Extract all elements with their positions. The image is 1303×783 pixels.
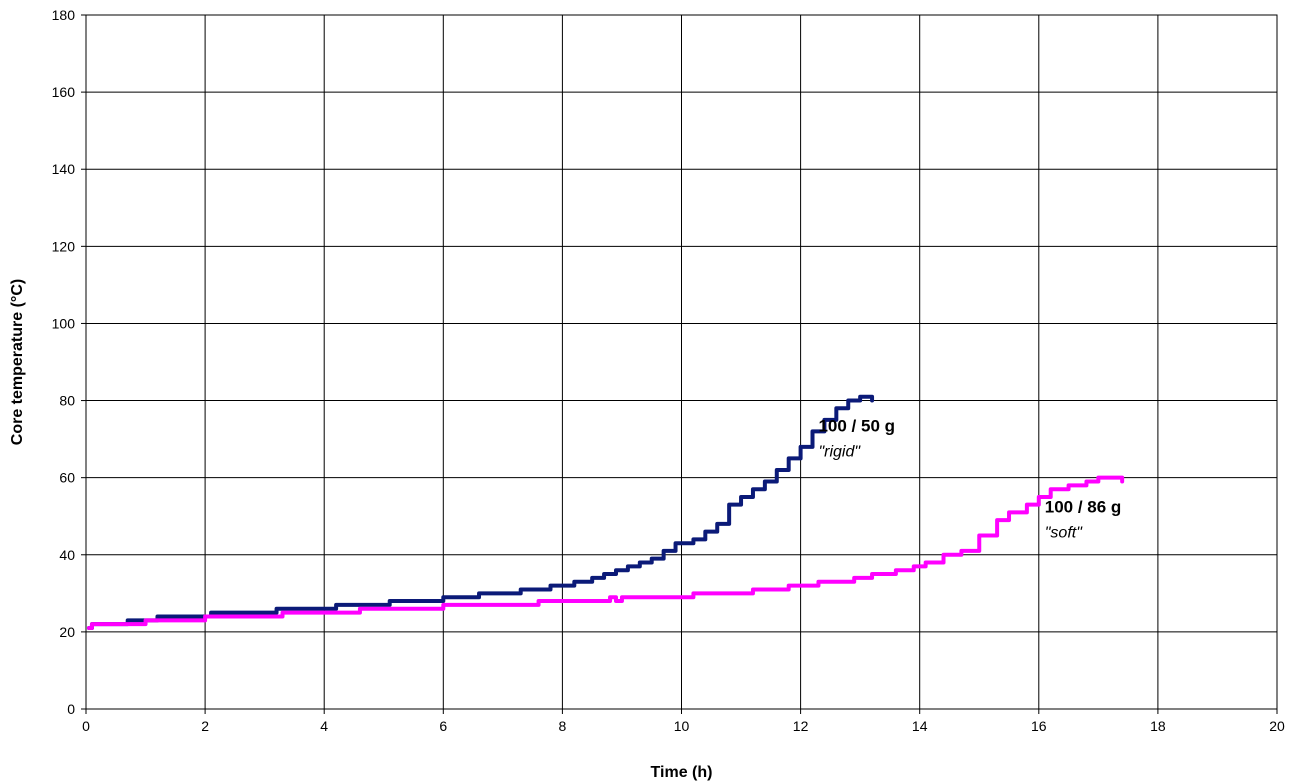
y-tick-label: 40 <box>59 547 75 563</box>
y-tick-label: 60 <box>59 470 75 486</box>
annotation-soft-mass: 100 / 86 g <box>1045 497 1122 516</box>
x-tick-label: 0 <box>82 718 90 734</box>
y-tick-label: 140 <box>52 161 76 177</box>
y-axis-label: Core temperature (°C) <box>9 279 26 445</box>
y-tick-label: 160 <box>52 84 76 100</box>
series-line-soft <box>86 475 1125 631</box>
x-tick-label: 16 <box>1031 718 1047 734</box>
y-tick-label: 100 <box>52 315 76 331</box>
y-tick-label: 180 <box>52 7 76 23</box>
x-tick-label: 10 <box>674 718 690 734</box>
x-axis-label: Time (h) <box>651 764 713 781</box>
x-tick-label: 2 <box>201 718 209 734</box>
y-tick-label: 0 <box>67 701 75 717</box>
x-tick-label: 4 <box>320 718 328 734</box>
x-tick-label: 8 <box>559 718 567 734</box>
series-line-rigid <box>86 394 875 631</box>
x-tick-label: 12 <box>793 718 809 734</box>
x-tick-label: 18 <box>1150 718 1166 734</box>
series-layer <box>86 394 1125 631</box>
x-tick-label: 20 <box>1269 718 1285 734</box>
x-tick-label: 6 <box>439 718 447 734</box>
y-tick-label: 80 <box>59 393 75 409</box>
annotation-soft-label: "soft" <box>1045 524 1083 541</box>
y-tick-label: 120 <box>52 238 76 254</box>
annotation-rigid-label: "rigid" <box>818 443 861 460</box>
x-axis-ticks: 0 2 4 6 8 10 12 14 16 18 20 <box>82 709 1285 734</box>
x-tick-label: 14 <box>912 718 928 734</box>
annotation-rigid-mass: 100 / 50 g <box>818 416 895 435</box>
grid-lines <box>85 14 1278 710</box>
y-tick-label: 20 <box>59 624 75 640</box>
y-axis-ticks: 0 20 40 60 80 100 120 140 160 180 <box>52 7 86 717</box>
